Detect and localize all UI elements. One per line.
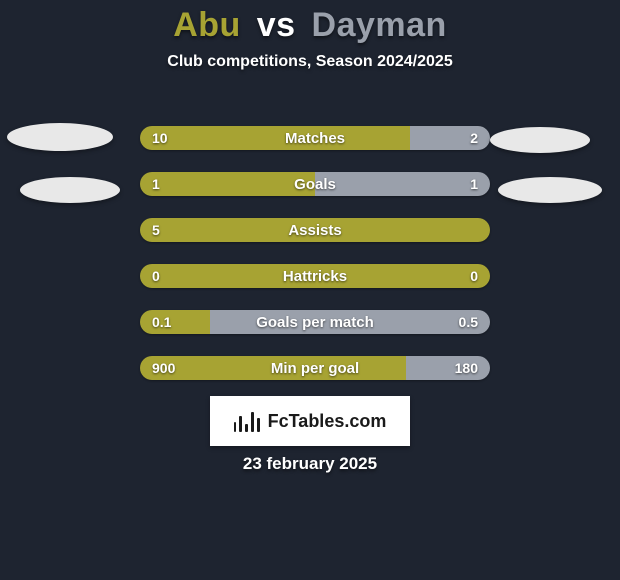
subtitle: Club competitions, Season 2024/2025 (0, 53, 620, 71)
stat-value-right: 1 (470, 172, 478, 196)
stat-value-left: 0.1 (152, 310, 171, 334)
stat-bar-left-segment (140, 310, 210, 334)
brand-text: FcTables.com (268, 411, 387, 432)
stat-value-right: 0 (470, 264, 478, 288)
title-vs: vs (257, 6, 296, 44)
stat-bar-left-segment (140, 264, 490, 288)
brand-logo-icon (234, 410, 260, 432)
stat-bar: 0.10.5Goals per match (140, 310, 490, 334)
stat-bar: 00Hattricks (140, 264, 490, 288)
stat-bar-left-segment (140, 126, 410, 150)
stat-value-left: 5 (152, 218, 160, 242)
player-left-name: Abu (173, 6, 241, 44)
stat-bar-left-segment (140, 218, 490, 242)
team-badge-placeholder (20, 177, 120, 203)
stat-bar: 900180Min per goal (140, 356, 490, 380)
stat-bar: 102Matches (140, 126, 490, 150)
stat-value-right: 0.5 (459, 310, 478, 334)
player-right-name: Dayman (312, 6, 447, 44)
date-text: 23 february 2025 (0, 454, 620, 474)
stats-bars: 102Matches11Goals5Assists00Hattricks0.10… (140, 126, 490, 402)
stat-bar-left-segment (140, 356, 406, 380)
stat-bar-left-segment (140, 172, 315, 196)
team-badge-placeholder (7, 123, 113, 151)
stat-value-right: 180 (455, 356, 478, 380)
stat-value-left: 10 (152, 126, 168, 150)
stat-bar: 11Goals (140, 172, 490, 196)
team-badge-placeholder (490, 127, 590, 153)
stat-bar: 5Assists (140, 218, 490, 242)
stat-value-right: 2 (470, 126, 478, 150)
stat-value-left: 900 (152, 356, 175, 380)
stat-value-left: 0 (152, 264, 160, 288)
stat-value-left: 1 (152, 172, 160, 196)
team-badge-placeholder (498, 177, 602, 203)
stat-bar-right-segment (315, 172, 490, 196)
brand-badge: FcTables.com (210, 396, 410, 446)
comparison-infographic: Abu vs Dayman Club competitions, Season … (0, 0, 620, 580)
stat-bar-right-segment (210, 310, 490, 334)
title: Abu vs Dayman (0, 0, 620, 45)
